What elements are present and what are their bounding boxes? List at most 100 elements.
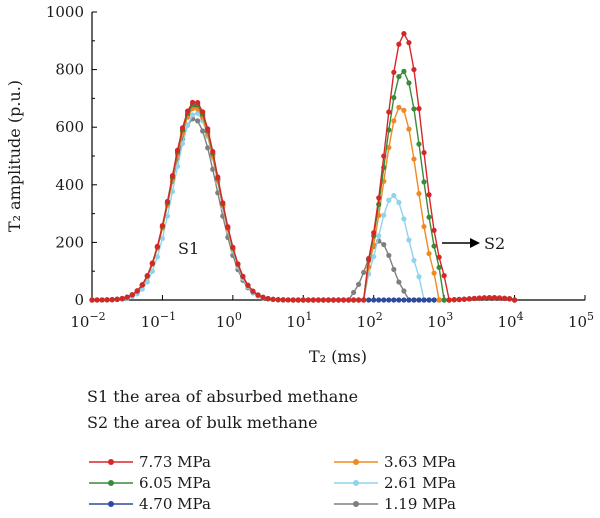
data-point	[416, 274, 422, 280]
legend-swatch	[89, 480, 133, 486]
y-tick-label: 1000	[46, 3, 84, 21]
data-point	[391, 266, 397, 273]
data-point	[184, 122, 191, 129]
data-point	[210, 148, 216, 155]
y-tick-label: 200	[55, 233, 84, 251]
data-point	[220, 200, 226, 206]
data-point	[391, 69, 397, 75]
data-point	[285, 297, 291, 303]
data-point	[396, 199, 402, 206]
data-point	[416, 191, 422, 197]
s1-label: S1	[178, 239, 199, 258]
data-point	[174, 147, 181, 153]
data-point	[401, 288, 407, 294]
data-point	[446, 297, 452, 303]
legend-swatch	[334, 480, 378, 486]
t2-spectrum-chart: 0 200 400 600 800 1000 10−2 10−1 100 101 102 103 104…	[5, 3, 594, 366]
data-point	[431, 270, 437, 276]
data-point	[391, 297, 397, 303]
data-point	[386, 197, 392, 203]
data-point	[386, 145, 392, 151]
data-point	[401, 31, 407, 37]
data-point	[340, 297, 347, 303]
data-point	[416, 106, 422, 112]
data-point	[426, 250, 432, 257]
data-point	[441, 273, 447, 279]
series-line	[91, 118, 515, 301]
legend-label: 3.63 MPa	[384, 453, 456, 471]
note-s1: S1 the area of absurbed methane	[87, 387, 359, 406]
data-point	[109, 297, 115, 303]
legend-swatch	[89, 501, 133, 507]
data-point	[491, 295, 498, 301]
series-line	[91, 106, 515, 301]
data-point	[159, 235, 166, 242]
legend-label: 4.70 MPa	[139, 495, 211, 513]
x-tick-label: 104	[498, 310, 524, 331]
data-point	[396, 297, 402, 303]
data-point	[421, 150, 427, 156]
data-point	[386, 252, 392, 259]
data-point	[210, 166, 216, 172]
data-point	[381, 241, 387, 248]
x-tick-label: 10−1	[141, 310, 176, 331]
data-point	[411, 297, 417, 303]
data-point	[240, 273, 246, 279]
data-point	[205, 126, 211, 132]
data-point	[461, 296, 467, 302]
data-point	[381, 153, 387, 159]
data-point	[436, 254, 442, 260]
x-tick-label: 10−2	[70, 310, 105, 331]
data-point	[396, 74, 402, 80]
data-point	[154, 254, 160, 260]
data-point	[195, 118, 201, 124]
data-point	[456, 296, 462, 303]
data-point	[426, 192, 432, 198]
data-point	[149, 268, 155, 274]
data-point	[361, 297, 367, 303]
data-point	[205, 145, 211, 151]
data-point	[441, 297, 447, 303]
data-point	[154, 243, 160, 249]
data-point	[190, 99, 196, 105]
data-point	[436, 264, 442, 271]
data-point	[391, 118, 397, 124]
series-2-61-MPa	[89, 110, 518, 303]
data-point	[391, 192, 397, 199]
data-point	[320, 297, 327, 303]
data-point	[315, 297, 321, 303]
data-point	[225, 224, 231, 230]
data-point	[416, 297, 422, 303]
data-point	[436, 297, 442, 303]
series-1-19-MPa	[89, 116, 518, 303]
legend-swatch	[334, 459, 378, 465]
data-point	[124, 294, 130, 300]
data-point	[366, 297, 372, 303]
data-point	[366, 256, 372, 262]
data-point	[506, 296, 513, 302]
data-point	[245, 282, 251, 288]
note-s2: S2 the area of bulk methane	[87, 413, 318, 432]
data-point	[401, 107, 407, 113]
data-point	[406, 80, 412, 86]
data-point	[426, 297, 432, 303]
data-point	[376, 195, 382, 201]
s2-arrowhead	[470, 238, 480, 248]
axes: 0 200 400 600 800 1000 10−2 10−1 100 101 102 103 104…	[46, 3, 594, 331]
data-point	[350, 289, 357, 296]
x-tick-label: 102	[357, 310, 383, 331]
legend-label: 2.61 MPa	[384, 474, 456, 492]
legend-swatch	[334, 501, 378, 507]
y-tick-label: 600	[55, 118, 84, 136]
data-point	[300, 297, 306, 303]
data-point	[386, 109, 392, 115]
series-7-73-MPa	[89, 31, 518, 303]
data-point	[265, 295, 271, 302]
data-point	[401, 68, 407, 74]
data-point	[371, 254, 377, 260]
data-point	[466, 296, 472, 302]
data-point	[356, 297, 362, 303]
data-point	[421, 297, 427, 303]
data-point	[295, 297, 301, 303]
data-point	[305, 297, 311, 303]
